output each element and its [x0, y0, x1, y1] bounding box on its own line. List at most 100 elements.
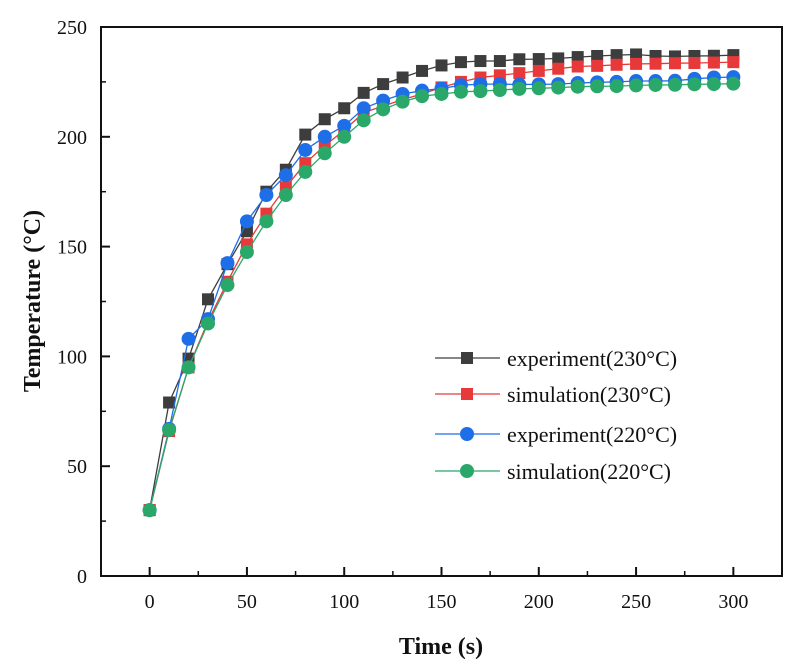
data-point	[610, 58, 623, 71]
legend-marker	[460, 427, 474, 441]
data-point	[513, 53, 526, 66]
data-point	[512, 81, 527, 96]
x-tick-label: 300	[718, 591, 748, 613]
x-tick-label: 100	[329, 591, 359, 613]
legend: experiment(230°C) simulation(230°C) experi…	[435, 346, 677, 484]
data-point	[202, 293, 215, 306]
data-point	[220, 278, 235, 293]
data-point	[259, 214, 274, 229]
data-point	[278, 187, 293, 202]
data-point	[416, 64, 429, 77]
data-point	[707, 56, 720, 69]
data-point	[551, 80, 566, 95]
data-point	[687, 77, 702, 92]
data-point	[278, 168, 293, 183]
data-point	[648, 77, 663, 92]
data-point	[532, 53, 545, 66]
x-axis-title: Time (s)	[399, 634, 483, 660]
data-point	[299, 128, 312, 141]
data-point	[317, 146, 332, 161]
data-point	[415, 89, 430, 104]
y-tick-label: 250	[57, 17, 87, 39]
legend-label: experiment(230°C)	[507, 346, 677, 371]
data-point	[201, 316, 216, 331]
data-point	[727, 56, 740, 69]
data-point	[298, 142, 313, 157]
data-point	[726, 76, 741, 91]
y-tick-label: 150	[57, 237, 87, 259]
data-point	[552, 52, 565, 65]
data-point	[571, 60, 584, 73]
data-point	[357, 86, 370, 99]
data-point	[454, 56, 467, 69]
data-point	[220, 256, 235, 271]
data-point	[395, 94, 410, 109]
data-point	[492, 83, 507, 98]
data-point	[337, 129, 352, 144]
y-tick-label: 100	[57, 346, 87, 368]
legend-item: simulation(230°C)	[435, 382, 671, 407]
legend-marker	[461, 388, 473, 400]
data-point	[609, 79, 624, 94]
data-point	[531, 81, 546, 96]
x-tick-label: 200	[524, 591, 554, 613]
data-point	[181, 360, 196, 375]
data-point	[453, 84, 468, 99]
data-point	[667, 77, 682, 92]
x-axis: 0 50 100 150 200 250 300	[145, 567, 748, 613]
data-point	[142, 503, 157, 518]
y-tick-label: 200	[57, 127, 87, 149]
data-point	[630, 57, 643, 70]
legend-item: experiment(220°C)	[435, 422, 677, 447]
data-point	[688, 57, 701, 70]
data-point	[181, 331, 196, 346]
data-point	[396, 71, 409, 84]
data-point	[298, 164, 313, 179]
data-point	[706, 77, 721, 92]
data-point	[591, 59, 604, 72]
y-tick-label: 50	[67, 456, 87, 478]
data-point	[338, 102, 351, 115]
legend-item: experiment(230°C)	[435, 346, 677, 371]
legend-marker	[461, 352, 473, 364]
series-layer	[142, 48, 741, 518]
data-point	[570, 79, 585, 94]
data-point	[434, 86, 449, 101]
data-point	[513, 67, 526, 80]
data-point	[590, 79, 605, 94]
data-point	[239, 214, 254, 229]
data-point	[376, 102, 391, 117]
legend-label: simulation(220°C)	[507, 459, 671, 484]
data-point	[532, 64, 545, 77]
y-axis: 0 50 100 150 200 250	[57, 17, 110, 588]
data-point	[259, 187, 274, 202]
data-point	[356, 101, 371, 116]
legend-label: simulation(230°C)	[507, 382, 671, 407]
data-point	[377, 78, 390, 91]
data-point	[435, 59, 448, 72]
data-point	[162, 422, 177, 437]
legend-marker	[460, 464, 474, 478]
series-3	[142, 76, 741, 518]
data-point	[591, 49, 604, 62]
data-point	[317, 129, 332, 144]
data-point	[629, 78, 644, 93]
y-axis-title: Temperature (°C)	[20, 210, 46, 392]
series-2	[142, 70, 741, 518]
legend-label: experiment(220°C)	[507, 422, 677, 447]
legend-item: simulation(220°C)	[435, 459, 671, 484]
data-point	[318, 113, 331, 126]
y-tick-label: 0	[77, 566, 87, 588]
data-point	[473, 84, 488, 99]
x-tick-label: 0	[145, 591, 155, 613]
data-point	[163, 396, 176, 409]
data-point	[356, 113, 371, 128]
data-point	[668, 57, 681, 70]
x-tick-label: 50	[237, 591, 257, 613]
data-point	[474, 55, 487, 68]
data-point	[239, 245, 254, 260]
x-tick-label: 250	[621, 591, 651, 613]
data-point	[552, 62, 565, 75]
data-point	[493, 55, 506, 68]
